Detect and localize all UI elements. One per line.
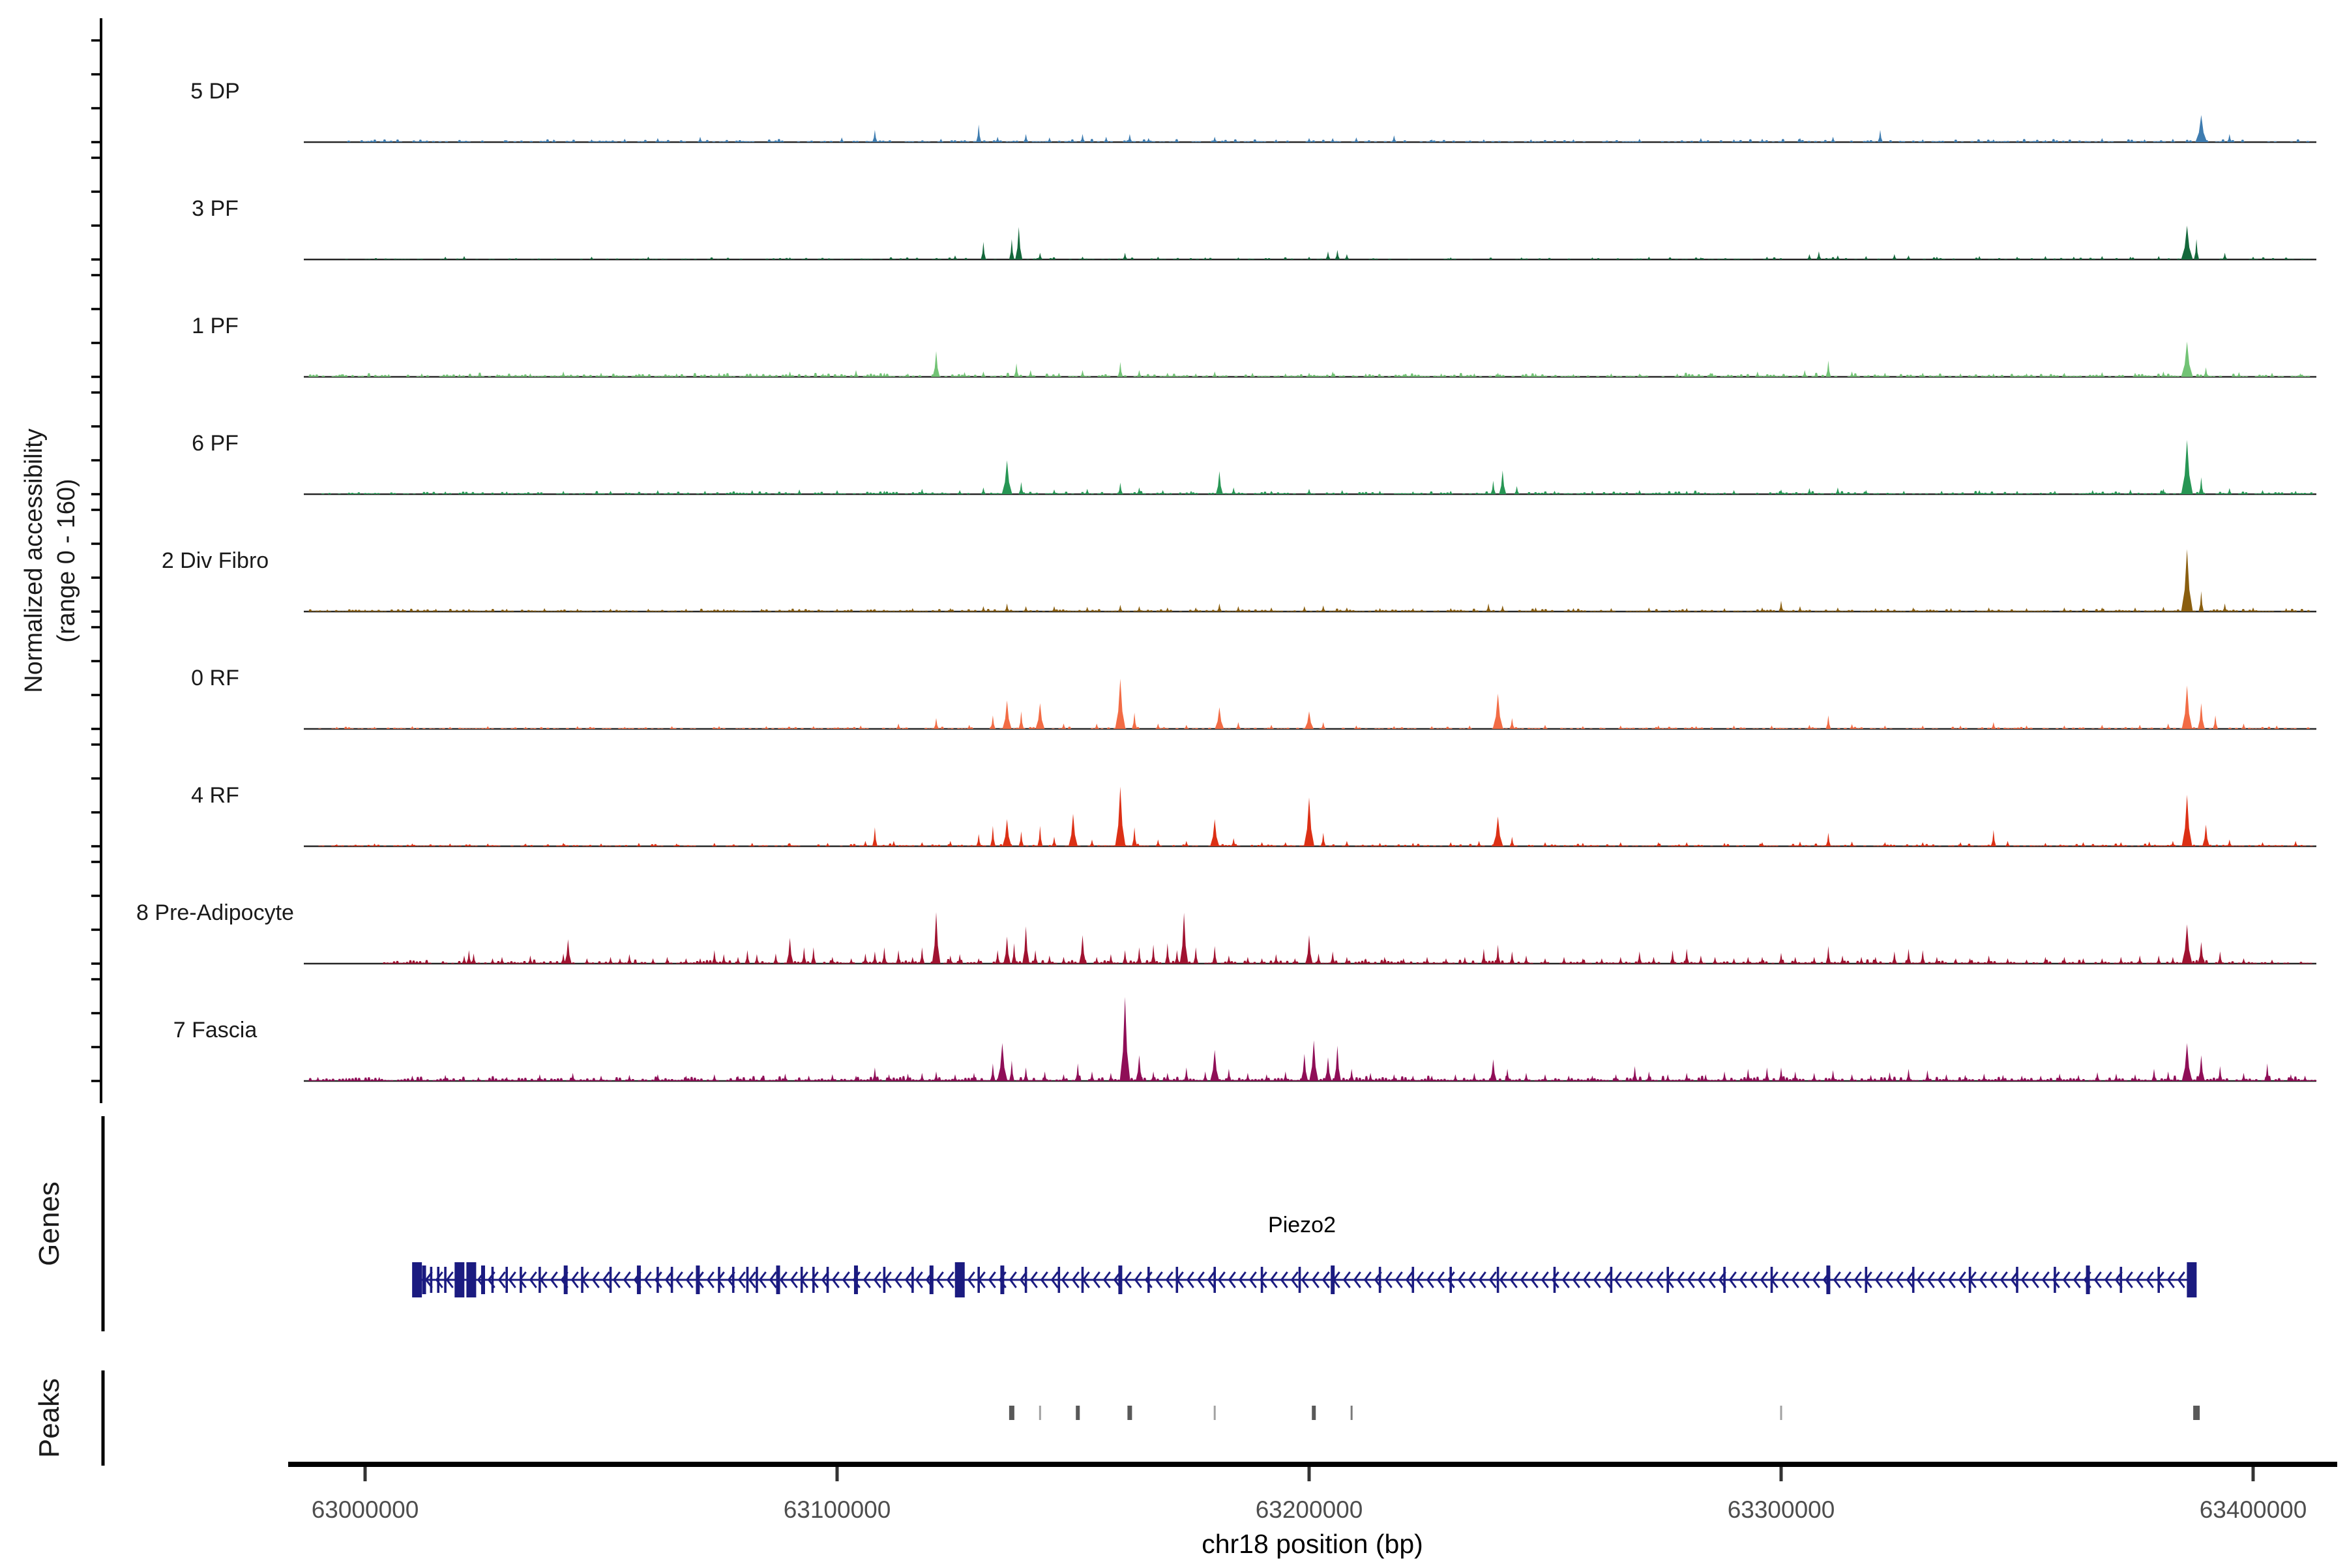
track-noise	[308, 372, 2310, 377]
track-noise	[317, 726, 2310, 729]
peak-mark	[1780, 1406, 1782, 1420]
peak-mark	[1009, 1406, 1014, 1420]
signal-track: 2 Div Fibro	[162, 548, 2316, 613]
peak-mark	[2193, 1406, 2200, 1420]
track-signal-peaks	[443, 439, 2299, 494]
track-label: 8 Pre-Adipocyte	[136, 900, 294, 925]
signal-track: 3 PF	[192, 196, 2316, 261]
peak-mark	[1213, 1406, 1216, 1420]
x-tick-label: 63200000	[1256, 1496, 1363, 1523]
genes-section-label: Genes	[33, 1181, 65, 1266]
track-label: 3 PF	[192, 196, 239, 221]
track-noise	[347, 139, 2310, 142]
track-label: 4 RF	[191, 783, 239, 808]
track-noise	[317, 843, 2314, 846]
track-signal-peaks	[504, 115, 2232, 142]
gene-strand-chevrons	[424, 1271, 2185, 1288]
x-tick-label: 63300000	[1728, 1496, 1835, 1523]
track-signal-peaks	[462, 912, 2275, 964]
gene-model: Piezo2	[412, 1213, 2197, 1297]
peak-mark	[1039, 1406, 1041, 1420]
x-axis-title: chr18 position (bp)	[1202, 1529, 1423, 1559]
y-axis-label-line2: (range 0 - 160)	[53, 479, 80, 642]
peaks-section-label: Peaks	[33, 1378, 65, 1458]
peak-mark	[1127, 1406, 1132, 1420]
x-tick-label: 63400000	[2200, 1496, 2307, 1523]
peak-mark	[1312, 1406, 1316, 1420]
track-signal-peaks	[443, 226, 2256, 259]
track-label: 2 Div Fibro	[162, 548, 269, 573]
track-signal-peaks	[334, 679, 2280, 729]
track-noise	[321, 490, 2314, 494]
signal-track: 6 PF	[192, 431, 2316, 496]
track-signal-peaks	[315, 997, 2308, 1081]
signal-track: 5 DP	[190, 79, 2316, 143]
track-noise	[308, 608, 2310, 612]
signal-track: 4 RF	[191, 783, 2316, 848]
track-label: 0 RF	[191, 666, 239, 690]
signal-track: 7 Fascia	[173, 997, 2317, 1082]
track-signal-peaks	[334, 786, 2299, 846]
track-label: 5 DP	[190, 79, 240, 104]
track-signal-peaks	[338, 341, 2303, 377]
peak-mark	[1350, 1406, 1353, 1420]
track-label: 1 PF	[192, 314, 239, 338]
signal-track: 8 Pre-Adipocyte	[136, 900, 2316, 965]
x-tick-label: 63000000	[312, 1496, 419, 1523]
peak-mark	[1076, 1406, 1080, 1420]
x-tick-label: 63100000	[784, 1496, 891, 1523]
gene-name-label: Piezo2	[1268, 1213, 1336, 1237]
signal-track: 0 RF	[191, 666, 2316, 730]
track-label: 7 Fascia	[173, 1018, 258, 1043]
signal-track: 1 PF	[192, 314, 2316, 378]
y-axis-label-line1: Normalized accessibility	[20, 428, 48, 692]
track-label: 6 PF	[192, 431, 239, 456]
track-signal-peaks	[325, 549, 2289, 612]
